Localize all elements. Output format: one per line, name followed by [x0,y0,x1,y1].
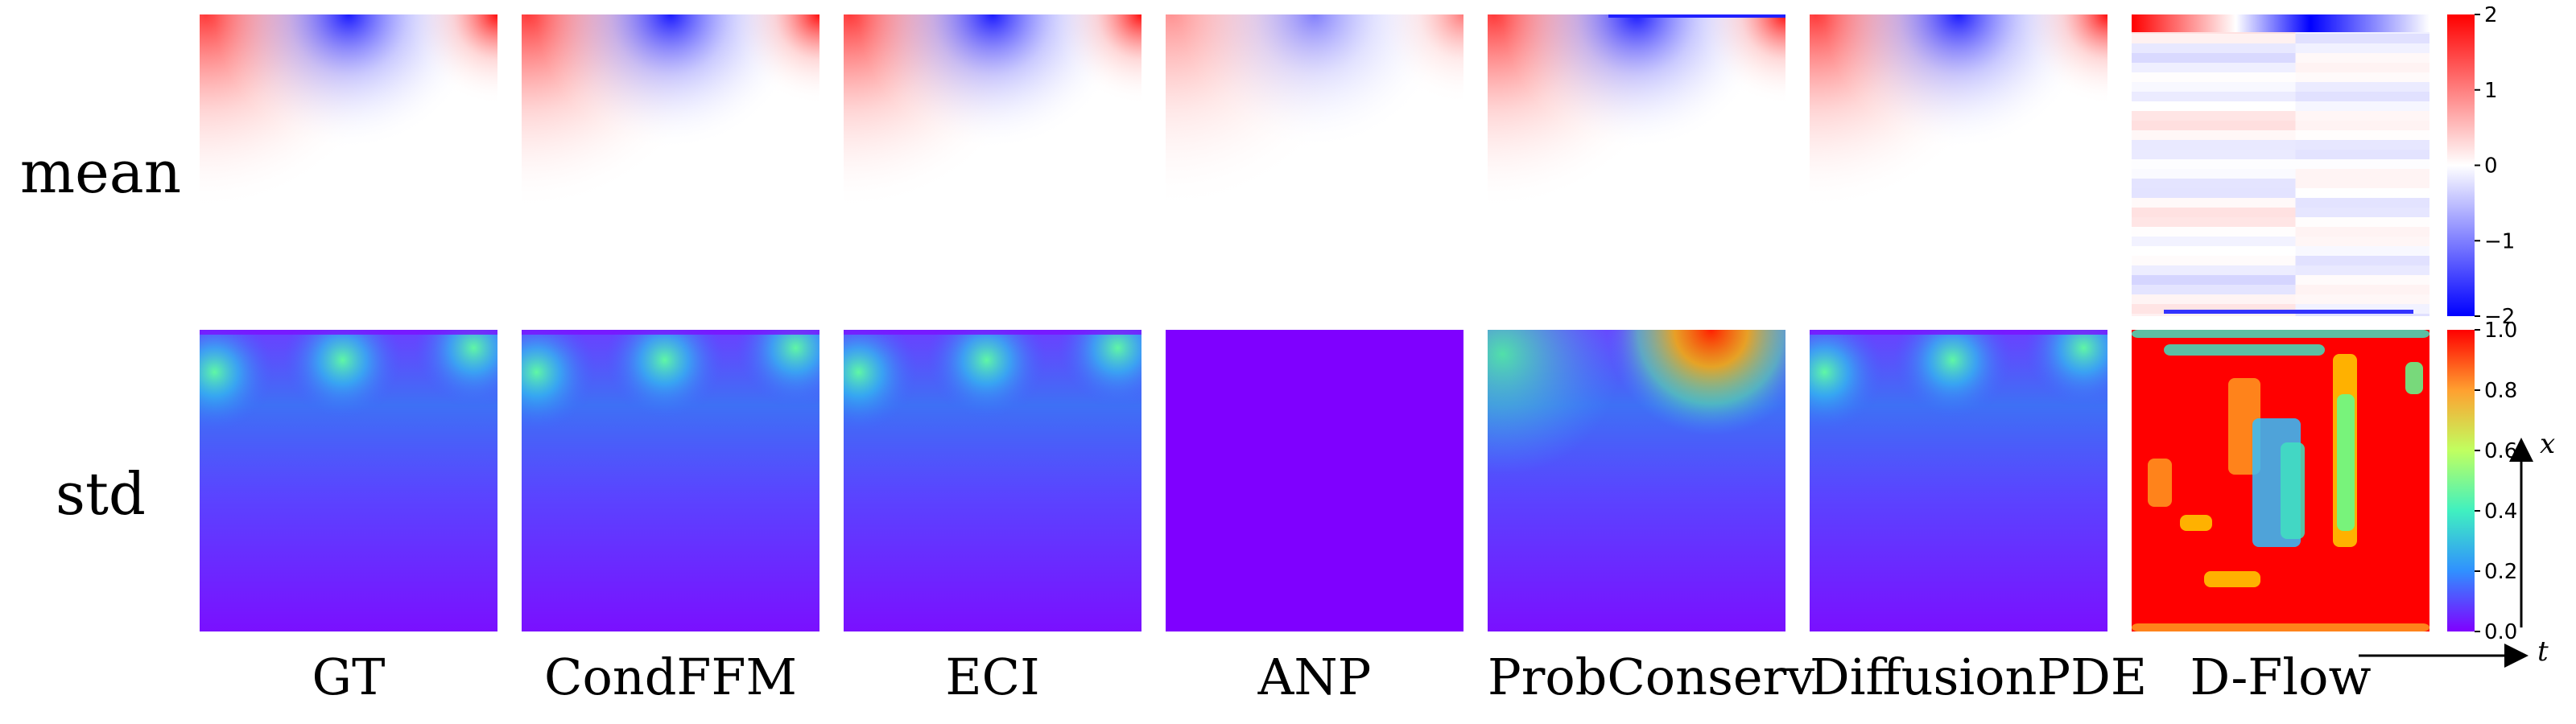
colorbar-std-tick-5: 0.0 [2484,620,2517,640]
col-label-condffm: CondFFM [544,648,797,706]
col-label-dflow: D-Flow [2190,648,2372,706]
std-heatmap-diffusionpde [1810,330,2107,631]
std-heatmap-gt [200,330,497,631]
std-heatmap-anp [1166,330,1463,631]
colorbar-std-tick-2: 0.6 [2484,439,2517,463]
colorbar-mean-tick-1: 1 [2484,79,2498,103]
row-label-std: std [56,460,146,528]
col-label-diffusionpde: DiffusionPDE [1810,648,2148,706]
colorbar-mean-tick-0: 2 [2484,6,2498,27]
colorbar-std-tick-1: 0.8 [2484,379,2517,403]
mean-heatmap-probconserv [1488,14,1785,316]
colorbar-std-tick-3: 0.4 [2484,500,2517,524]
col-label-probconserv: ProbConserv [1488,648,1815,706]
colorbar-mean-tick-3: −1 [2484,229,2515,253]
mean-heatmap-diffusionpde [1810,14,2107,316]
mean-heatmap-dflow [2132,14,2429,316]
std-heatmap-condffm [522,330,819,631]
mean-heatmap-eci [844,14,1141,316]
colorbar-mean: 2 1 0 −1 −2 [2447,6,2515,324]
row-label-mean: mean [19,138,182,206]
mean-heatmap-gt [200,14,497,316]
colorbar-std: 1.0 0.8 0.6 0.4 0.2 0.0 [2447,322,2517,640]
col-label-gt: GT [312,648,386,706]
std-heatmap-dflow [2132,330,2429,631]
col-label-eci: ECI [945,648,1040,706]
col-label-anp: ANP [1257,648,1372,706]
colorbar-mean-tick-2: 0 [2484,154,2498,179]
colorbar-mean-tick-4: −2 [2484,305,2515,324]
colorbar-std-tick-0: 1.0 [2484,322,2517,343]
colorbar-std-tick-4: 0.2 [2484,560,2517,584]
mean-heatmap-condffm [522,14,819,316]
mean-heatmap-anp [1166,14,1463,316]
x-axis-label: x [2540,428,2556,460]
std-heatmap-probconserv [1488,330,1785,631]
axis-indicator [2359,438,2533,668]
t-axis-label: t [2537,636,2549,668]
std-heatmap-eci [844,330,1141,631]
